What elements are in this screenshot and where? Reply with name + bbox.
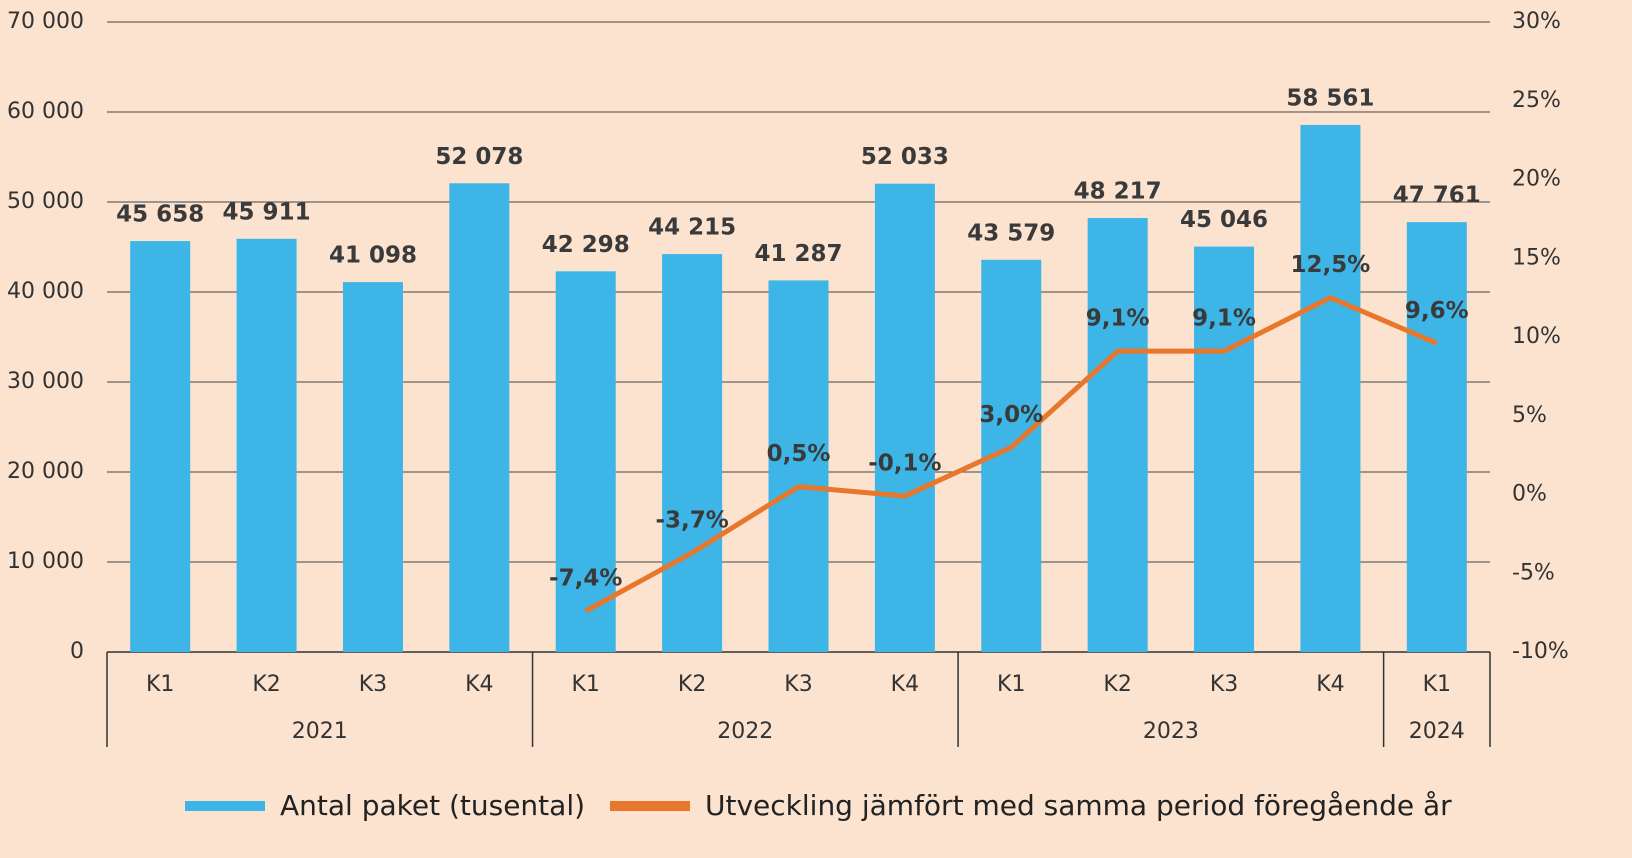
legend-swatch — [610, 801, 690, 811]
y2-tick-label: 25% — [1512, 88, 1561, 113]
data-label: 3,0% — [979, 402, 1043, 428]
data-label: 44 215 — [648, 215, 736, 241]
x-tick-label: K1 — [572, 672, 600, 697]
x-group-label: 2023 — [1143, 719, 1199, 744]
data-label: 58 561 — [1286, 85, 1374, 111]
y2-tick-label: 20% — [1512, 167, 1561, 192]
y-tick-label: 70 000 — [7, 9, 84, 34]
x-tick-label: K3 — [359, 672, 387, 697]
x-tick-label: K3 — [1210, 672, 1238, 697]
x-tick-label: K2 — [678, 672, 706, 697]
y2-tick-label: 30% — [1512, 9, 1561, 34]
y-tick-label: 50 000 — [7, 189, 84, 214]
y2-tick-label: 15% — [1512, 245, 1561, 270]
x-tick-label: K4 — [465, 672, 493, 697]
bar — [768, 280, 829, 652]
data-label: -7,4% — [549, 566, 622, 592]
x-tick-label: K1 — [146, 672, 174, 697]
x-group-label: 2022 — [717, 719, 773, 744]
bar — [555, 271, 616, 652]
bar — [1300, 124, 1361, 653]
y2-tick-label: 5% — [1512, 403, 1547, 428]
data-label: 41 287 — [754, 241, 842, 267]
data-label: 47 761 — [1393, 183, 1481, 209]
legend-swatch — [185, 801, 265, 811]
data-label: -0,1% — [868, 451, 941, 477]
bar — [130, 241, 191, 652]
bar — [874, 183, 935, 652]
data-label: 45 658 — [116, 202, 204, 228]
line — [584, 295, 1438, 614]
data-label: 0,5% — [767, 441, 831, 467]
data-label: 9,1% — [1192, 306, 1256, 332]
bar — [1406, 222, 1467, 652]
x-tick-label: K1 — [1423, 672, 1451, 697]
bar — [662, 254, 723, 652]
data-label: 9,1% — [1086, 306, 1150, 332]
bar — [1087, 218, 1148, 652]
bar — [449, 183, 510, 652]
legend-label: Utveckling jämfört med samma period före… — [705, 789, 1452, 822]
data-label: 52 033 — [861, 144, 949, 170]
legend-label: Antal paket (tusental) — [280, 789, 585, 822]
x-group-label: 2024 — [1409, 719, 1465, 744]
data-label: 42 298 — [542, 232, 630, 258]
x-tick-label: K2 — [252, 672, 280, 697]
bar — [236, 238, 297, 652]
y-tick-label: 20 000 — [7, 459, 84, 484]
x-tick-label: K1 — [997, 672, 1025, 697]
x-tick-label: K2 — [1103, 672, 1131, 697]
y2-tick-label: 10% — [1512, 324, 1561, 349]
y-tick-label: 10 000 — [7, 549, 84, 574]
data-label: 52 078 — [435, 144, 523, 170]
data-label: 41 098 — [329, 243, 417, 269]
data-label: 45 911 — [223, 199, 311, 225]
y-tick-label: 60 000 — [7, 99, 84, 124]
y-tick-label: 40 000 — [7, 279, 84, 304]
data-label: -3,7% — [655, 507, 728, 533]
data-label: 45 046 — [1180, 207, 1268, 233]
y2-tick-label: -5% — [1512, 560, 1555, 585]
bar — [342, 282, 403, 652]
x-tick-label: K3 — [784, 672, 812, 697]
bar — [1194, 246, 1255, 652]
data-label: 43 579 — [967, 220, 1055, 246]
y2-tick-label: -10% — [1512, 639, 1569, 664]
data-label: 48 217 — [1074, 179, 1162, 205]
data-label: 12,5% — [1291, 252, 1371, 278]
x-tick-label: K4 — [891, 672, 919, 697]
x-tick-label: K4 — [1316, 672, 1344, 697]
y-tick-label: 0 — [70, 639, 84, 664]
y-tick-label: 30 000 — [7, 369, 84, 394]
data-label: 9,6% — [1405, 298, 1469, 324]
y2-tick-label: 0% — [1512, 482, 1547, 507]
x-group-label: 2021 — [292, 719, 348, 744]
